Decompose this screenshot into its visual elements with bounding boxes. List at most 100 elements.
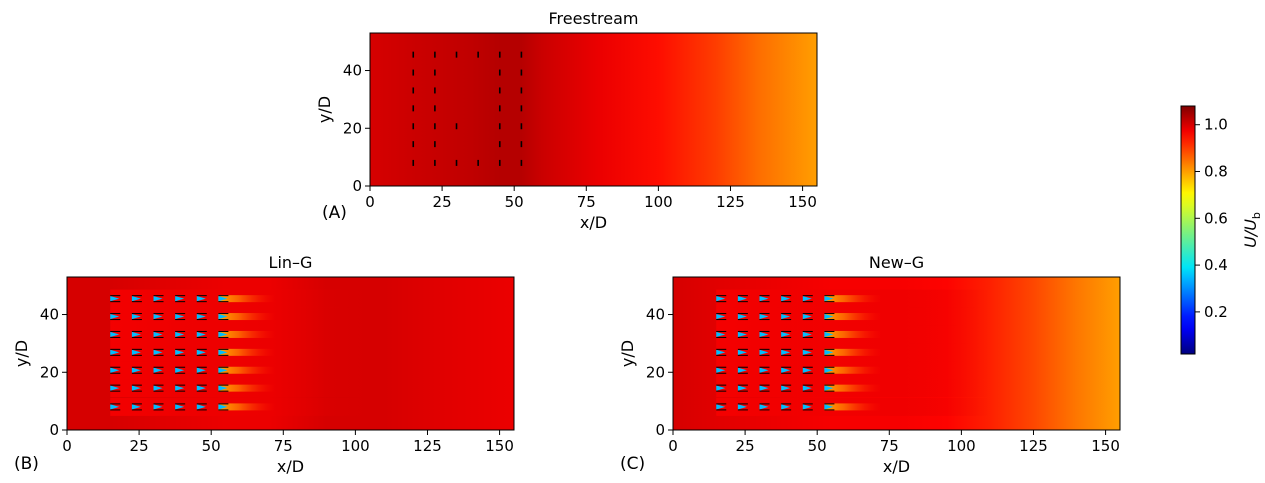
turbine-wake-core	[218, 404, 228, 410]
panel-title: Freestream	[548, 9, 638, 28]
turbine-wake-core	[110, 385, 120, 391]
turbine-wake-core	[175, 331, 185, 338]
turbine-wake-core	[759, 385, 769, 391]
panel-letter: (C)	[620, 454, 645, 474]
turbine-wake-core	[110, 404, 120, 410]
plot-frame	[369, 32, 818, 187]
turbine-wake-core	[110, 349, 120, 355]
wake-streak	[824, 384, 883, 392]
wake-streak	[824, 330, 883, 338]
x-tick-label: 75	[880, 437, 899, 455]
turbine-wake-core	[716, 367, 726, 373]
wake-streak	[218, 348, 277, 356]
wake-streak	[824, 366, 883, 374]
turbine-wake-core	[218, 367, 228, 373]
wake-streak	[824, 313, 883, 321]
x-tick-label: 125	[413, 437, 442, 455]
turbine-wake-core	[196, 296, 206, 302]
turbine-wake-core	[131, 331, 141, 338]
turbine-wake-core	[218, 385, 228, 391]
wake-streak	[824, 348, 883, 356]
turbine-wake-core	[737, 367, 747, 373]
colorbar-tick-label: 0.6	[1204, 209, 1228, 227]
y-axis-label: y/D	[12, 340, 31, 367]
x-tick-label: 75	[274, 437, 293, 455]
turbine-wake-core	[110, 313, 120, 320]
turbine-wake-core	[716, 385, 726, 391]
turbine-wake-core	[131, 367, 141, 373]
turbine-wake-core	[824, 404, 834, 410]
wake-streak	[218, 295, 277, 303]
turbine-wake-core	[802, 349, 812, 355]
turbine-wake-core	[759, 349, 769, 355]
panel-2: 0 25 50 75 100 125 150 0 20 40 x/D y/D Lin–G (B)	[12, 253, 515, 476]
turbine-wake-core	[131, 296, 141, 302]
x-tick-label: 100	[947, 437, 976, 455]
turbine-layer	[716, 295, 835, 411]
colorbar-tick-label: 1.0	[1204, 116, 1228, 134]
turbine-wake-core	[781, 349, 791, 355]
turbine-wake-core	[781, 367, 791, 373]
x-tick-label: 100	[644, 193, 673, 211]
turbine-wake-core	[196, 313, 206, 320]
x-tick-label: 75	[577, 193, 596, 211]
turbine-wake-core	[737, 296, 747, 302]
y-axis-label: y/D	[315, 96, 334, 123]
x-tick-label: 150	[788, 193, 817, 211]
turbine-wake-core	[131, 404, 141, 410]
turbine-wake-core	[824, 385, 834, 391]
turbine-wake-core	[196, 385, 206, 391]
turbine-wake-core	[218, 331, 228, 338]
turbine-wake-core	[716, 313, 726, 320]
y-axis-label: y/D	[618, 340, 637, 367]
turbine-wake-core	[802, 404, 812, 410]
turbine-wake-core	[175, 349, 185, 355]
turbine-wake-core	[131, 385, 141, 391]
colorbar-tick-label: 0.8	[1204, 163, 1228, 181]
wake-layer	[110, 289, 385, 416]
x-tick-label: 125	[1019, 437, 1048, 455]
turbine-wake-core	[218, 296, 228, 302]
turbine-wake-core	[196, 404, 206, 410]
turbine-wake-core	[716, 404, 726, 410]
turbine-wake-core	[716, 349, 726, 355]
y-tick-label: 20	[646, 363, 665, 381]
turbine-wake-core	[196, 331, 206, 338]
colorbar-gradient	[1180, 105, 1196, 355]
x-tick-label: 25	[736, 437, 755, 455]
turbine-layer	[412, 51, 523, 166]
plot-frame	[66, 276, 515, 431]
turbine-wake-core	[737, 349, 747, 355]
y-tick-label: 40	[40, 306, 59, 324]
wake-streak	[218, 330, 277, 338]
turbine-wake-core	[737, 313, 747, 320]
x-tick-label: 50	[505, 193, 524, 211]
turbine-wake-core	[802, 313, 812, 320]
x-tick-label: 25	[433, 193, 452, 211]
turbine-wake-core	[802, 367, 812, 373]
turbine-wake-core	[824, 296, 834, 302]
turbine-wake-core	[824, 331, 834, 338]
turbine-wake-core	[131, 349, 141, 355]
x-tick-label: 125	[716, 193, 745, 211]
turbine-wake-core	[153, 367, 163, 373]
y-tick-label: 0	[352, 177, 362, 195]
turbine-wake-core	[716, 331, 726, 338]
turbine-wake-core	[781, 331, 791, 338]
colorbar-tick-label: 0.2	[1204, 303, 1228, 321]
turbine-wake-core	[781, 404, 791, 410]
turbine-layer	[110, 295, 229, 411]
turbine-wake-core	[131, 313, 141, 320]
x-tick-label: 0	[365, 193, 375, 211]
turbine-wake-core	[802, 296, 812, 302]
turbine-wake-core	[781, 385, 791, 391]
turbine-wake-core	[737, 385, 747, 391]
turbine-wake-core	[153, 349, 163, 355]
y-tick-label: 40	[646, 306, 665, 324]
x-tick-label: 0	[668, 437, 678, 455]
turbine-wake-core	[110, 331, 120, 338]
wake-streak	[218, 403, 277, 411]
colorbar-tick-label: 0.4	[1204, 256, 1228, 274]
turbine-wake-core	[759, 404, 769, 410]
panel-1: 0 25 50 75 100 125 150 0 20 40 x/D y/D Freestream (A)	[315, 9, 818, 232]
